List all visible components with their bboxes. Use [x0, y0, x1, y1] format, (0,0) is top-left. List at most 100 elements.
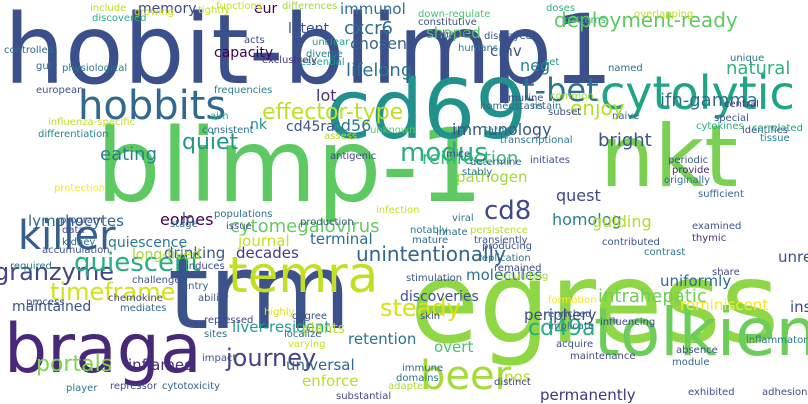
word: gut	[36, 61, 53, 72]
word: memory	[138, 1, 197, 17]
word: retention	[348, 330, 417, 348]
word: required	[10, 261, 52, 272]
word: diverse	[306, 49, 343, 60]
word: skin	[420, 311, 441, 322]
word: quiescent	[74, 248, 201, 278]
word: killer	[18, 213, 116, 259]
word: eur	[254, 1, 278, 17]
word: immunology	[452, 120, 552, 139]
word: share	[712, 267, 740, 278]
word: tissue	[760, 133, 790, 144]
word: bright	[598, 130, 652, 151]
word: central	[724, 99, 759, 110]
word: modus	[400, 138, 488, 168]
word: mature	[412, 235, 449, 246]
word: murine	[508, 93, 544, 104]
word: pos	[504, 368, 531, 386]
word: effector-type	[262, 100, 404, 125]
word: steady	[380, 294, 461, 322]
word: highly	[264, 307, 295, 318]
word: permanently	[540, 386, 636, 404]
word: differences	[282, 1, 338, 12]
word: determine	[470, 157, 522, 168]
word: liver-resident	[232, 318, 331, 336]
word: differentiation	[38, 129, 109, 140]
word: temra	[228, 246, 379, 304]
word: contributed	[602, 237, 660, 248]
word: absence	[676, 345, 718, 356]
word: inflammatory	[746, 335, 808, 346]
word: lot	[316, 86, 337, 105]
word: unclear	[312, 37, 350, 48]
word: named	[608, 63, 643, 74]
word: unique	[730, 53, 765, 64]
word: cytokines	[696, 121, 744, 132]
word: hobbits	[78, 83, 227, 129]
word: molecules	[466, 266, 543, 284]
word: acts	[244, 35, 265, 46]
word: cd8	[484, 196, 532, 226]
word: populations	[214, 209, 273, 220]
word: assess	[324, 131, 358, 142]
word: discovered	[92, 13, 147, 24]
word: cd56	[332, 116, 372, 135]
word: consistent	[202, 125, 254, 136]
word: mediates	[120, 303, 167, 314]
word: braga	[4, 310, 202, 389]
word: stably	[462, 167, 493, 178]
word: frequencies	[214, 85, 273, 96]
word: remained	[494, 263, 542, 274]
word: module	[672, 357, 710, 368]
word: notably	[410, 225, 448, 236]
word: data	[62, 225, 85, 236]
word: innate	[436, 227, 468, 238]
word: protection	[54, 183, 106, 194]
word: cytomegalovirus	[230, 216, 380, 237]
word: influencing	[600, 317, 656, 328]
word: distinct	[494, 377, 531, 388]
word: plants	[302, 321, 346, 337]
word: natural	[726, 58, 791, 79]
word: neg	[520, 56, 551, 75]
word: journal	[238, 232, 290, 250]
word: cd69	[326, 63, 528, 158]
word: cmv	[490, 42, 522, 60]
word: doses	[546, 3, 576, 14]
word: varying	[288, 339, 326, 350]
word: granzyme	[0, 258, 114, 286]
word: include	[90, 3, 127, 14]
word: influenza-specific	[48, 117, 136, 128]
word: target	[484, 125, 515, 136]
word: uniformly	[660, 272, 732, 290]
word: unknown	[370, 125, 416, 136]
word: shaped	[426, 24, 481, 42]
word: issue	[226, 221, 252, 232]
word: kidney	[62, 237, 96, 248]
word: identifies	[742, 125, 788, 136]
word: displayed	[484, 31, 533, 42]
word: nk	[250, 117, 267, 133]
word: correlated	[752, 123, 803, 134]
word: mice	[446, 149, 471, 160]
word: discoveries	[400, 289, 479, 305]
word: maintenance	[570, 351, 636, 362]
word: latent	[288, 21, 329, 37]
word: antigenic	[330, 151, 377, 162]
word: cytolytic	[600, 66, 795, 120]
word: immune	[402, 363, 444, 374]
word: subset	[548, 107, 582, 118]
word: chemokine	[108, 293, 163, 304]
word: long-lived	[132, 247, 201, 263]
word: deployment-ready	[554, 8, 738, 32]
word: controlled	[4, 45, 54, 56]
word: decades	[236, 244, 299, 262]
word: special	[714, 113, 749, 124]
word: overt	[434, 338, 474, 356]
word: transiently	[474, 235, 528, 246]
word: down-regulate	[418, 9, 491, 20]
word: enforce	[302, 372, 359, 390]
word: physiological	[62, 63, 128, 74]
word: immunol	[340, 0, 406, 18]
word: patterns	[564, 15, 606, 26]
word: circulating	[496, 271, 549, 282]
